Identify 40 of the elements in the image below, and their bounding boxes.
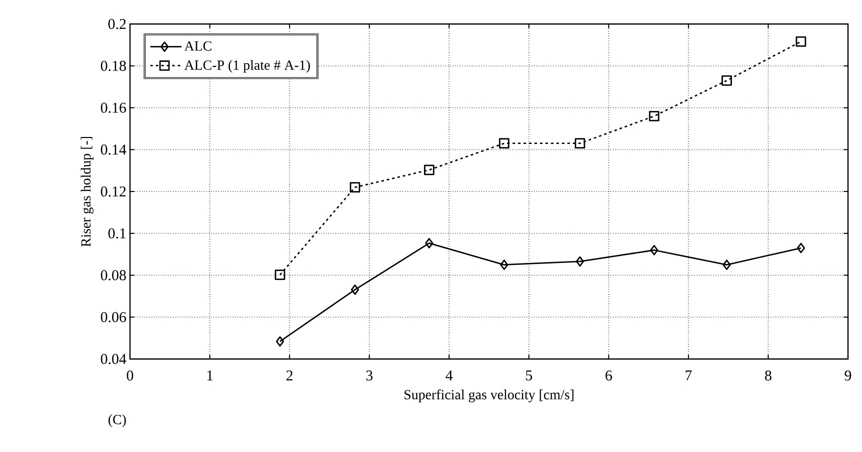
point (500, 260, 508, 270)
point (722, 260, 731, 270)
x-tick-label: 4 (446, 370, 453, 380)
x-tick-label: 2 (286, 370, 292, 380)
point (722, 75, 732, 86)
x-tick-label: 5 (526, 370, 532, 380)
point (425, 238, 434, 248)
point (498, 138, 510, 149)
x-tick-label: 8 (765, 370, 772, 381)
point (648, 110, 660, 122)
y-tick-label: 0.16 (100, 102, 126, 113)
point (424, 164, 434, 176)
y-tick-label: 0.04 (100, 354, 126, 364)
y-tick-label: 0.2 (108, 18, 126, 30)
y-tick-label: 0.18 (100, 60, 126, 71)
x-tick-label: 3 (366, 370, 372, 381)
y-tick-label: 0.08 (100, 270, 126, 280)
point (650, 244, 658, 256)
x-tick-label: 6 (606, 370, 612, 381)
legend-label: ALC-P (1 plate # A-1) (184, 60, 310, 73)
x-axis-title: Superficial gas velocity [cm/s] (404, 389, 574, 402)
y-tick-label: 0.06 (100, 312, 126, 322)
point (576, 256, 584, 267)
point (350, 284, 360, 295)
y-tick-label: 0.12 (100, 186, 126, 197)
x-tick-label: 9 (844, 370, 852, 381)
x-tick-label: 1 (207, 370, 213, 380)
y-tick-label: 0.14 (100, 144, 126, 155)
point (276, 336, 284, 347)
y-axis-title: Riser gas holdup [-] (80, 136, 94, 247)
point (796, 36, 806, 47)
point (350, 182, 360, 192)
point (796, 242, 805, 254)
y-tick-label: 0.1 (108, 228, 126, 238)
legend-label: ALC (184, 41, 212, 51)
point (574, 138, 586, 149)
x-tick-label: 7 (686, 370, 692, 380)
text: (C) (108, 414, 126, 428)
point (274, 270, 286, 280)
x-tick-label: 0 (126, 370, 134, 381)
